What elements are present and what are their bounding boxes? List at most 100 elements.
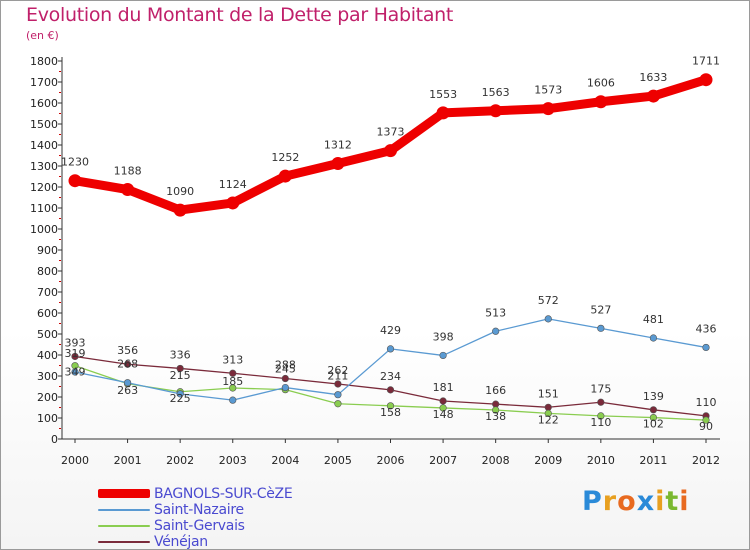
data-label: 211 — [327, 370, 348, 383]
legend-swatch — [98, 541, 150, 543]
data-label: 215 — [170, 369, 191, 382]
data-label: 398 — [433, 330, 454, 343]
y-tick-label: 1500 — [30, 118, 58, 131]
data-point — [702, 343, 710, 352]
data-label: 1312 — [324, 138, 352, 151]
data-label: 513 — [485, 306, 506, 319]
data-label: 1252 — [271, 151, 299, 164]
y-tick-label: 300 — [37, 370, 58, 383]
data-label: 356 — [117, 344, 138, 357]
data-point — [597, 412, 605, 420]
data-point — [123, 379, 132, 387]
data-label: 1124 — [219, 178, 247, 191]
data-label: 481 — [643, 313, 664, 326]
y-tick-label: 900 — [37, 244, 58, 257]
y-tick-label: 0 — [51, 433, 58, 446]
data-point — [176, 390, 184, 398]
data-point — [123, 360, 132, 368]
data-label: 436 — [696, 322, 717, 335]
data-point — [702, 416, 710, 424]
data-point — [384, 144, 397, 158]
data-label: 225 — [170, 392, 191, 405]
data-point — [121, 183, 135, 197]
data-point — [334, 400, 342, 408]
x-tick-label: 2002 — [166, 454, 194, 467]
data-point — [439, 351, 447, 360]
data-point — [646, 89, 660, 103]
chart-title: Evolution du Montant de la Dette par Hab… — [26, 4, 454, 26]
data-point — [226, 196, 240, 210]
legend-swatch — [98, 509, 150, 511]
data-label: 1711 — [692, 55, 720, 68]
data-label: 393 — [65, 336, 86, 349]
x-tick-label: 2006 — [377, 454, 405, 467]
data-point — [649, 406, 658, 414]
data-point — [229, 396, 237, 404]
legend-label: Saint-Gervais — [154, 518, 245, 534]
data-point — [334, 391, 342, 399]
x-tick-label: 2003 — [219, 454, 247, 467]
data-label: 175 — [590, 382, 611, 395]
x-tick-label: 2004 — [271, 454, 299, 467]
data-label: 262 — [327, 364, 348, 377]
data-label: 1606 — [587, 77, 615, 90]
data-point — [492, 406, 500, 414]
x-tick-label: 2009 — [534, 454, 562, 467]
data-label: 1188 — [114, 165, 142, 178]
x-tick-label: 2001 — [114, 454, 142, 467]
data-point — [541, 102, 555, 116]
chart-legend: BAGNOLS-SUR-CèZE Saint-Nazaire Saint-Gerva… — [98, 486, 398, 550]
data-label: 288 — [275, 359, 296, 372]
data-point — [71, 352, 79, 361]
data-label: 1553 — [429, 88, 457, 101]
x-tick-label: 2012 — [692, 454, 720, 467]
data-label: 234 — [380, 370, 401, 383]
y-tick-label: 1600 — [30, 97, 58, 110]
data-label: 1573 — [534, 84, 562, 97]
y-tick-label: 1000 — [30, 223, 58, 236]
data-label: 139 — [643, 390, 664, 403]
data-point — [176, 364, 184, 373]
x-tick-label: 2010 — [587, 454, 615, 467]
x-tick-label: 2005 — [324, 454, 352, 467]
data-label: 245 — [275, 363, 296, 376]
data-point — [544, 409, 552, 417]
logo-letter: o — [617, 486, 637, 517]
y-tick-label: 400 — [37, 349, 58, 362]
data-point — [281, 374, 289, 383]
chart-unit: (en €) — [26, 29, 59, 42]
logo-letter: P — [582, 486, 603, 517]
proxiti-logo: Proxiti — [582, 486, 690, 517]
data-label: 313 — [222, 353, 243, 366]
data-label: 1373 — [377, 126, 405, 139]
data-label: 336 — [170, 348, 191, 361]
x-tick-label: 2000 — [61, 454, 89, 467]
y-tick-label: 500 — [37, 328, 58, 341]
y-tick-label: 1100 — [30, 202, 58, 215]
y-tick-label: 1200 — [30, 181, 58, 194]
data-label: 122 — [538, 413, 559, 426]
y-tick-label: 600 — [37, 307, 58, 320]
data-label: 1633 — [639, 71, 667, 84]
legend-swatch — [98, 489, 150, 498]
logo-letter: i — [679, 486, 690, 517]
y-tick-label: 800 — [37, 265, 58, 278]
y-tick-label: 100 — [37, 412, 58, 425]
data-point — [649, 334, 658, 342]
data-label: 527 — [590, 303, 611, 316]
legend-item: Saint-Gervais — [98, 518, 398, 534]
logo-letter: t — [665, 486, 680, 517]
data-label: 90 — [699, 420, 713, 433]
data-label: 1090 — [166, 185, 194, 198]
data-label: 148 — [433, 408, 454, 421]
data-point — [278, 169, 292, 183]
data-label: 166 — [485, 384, 506, 397]
y-tick-label: 1800 — [30, 55, 58, 68]
data-point — [331, 156, 345, 170]
data-label: 185 — [222, 375, 243, 388]
data-label: 1230 — [61, 156, 89, 169]
data-point — [386, 386, 395, 394]
data-point — [597, 324, 605, 332]
